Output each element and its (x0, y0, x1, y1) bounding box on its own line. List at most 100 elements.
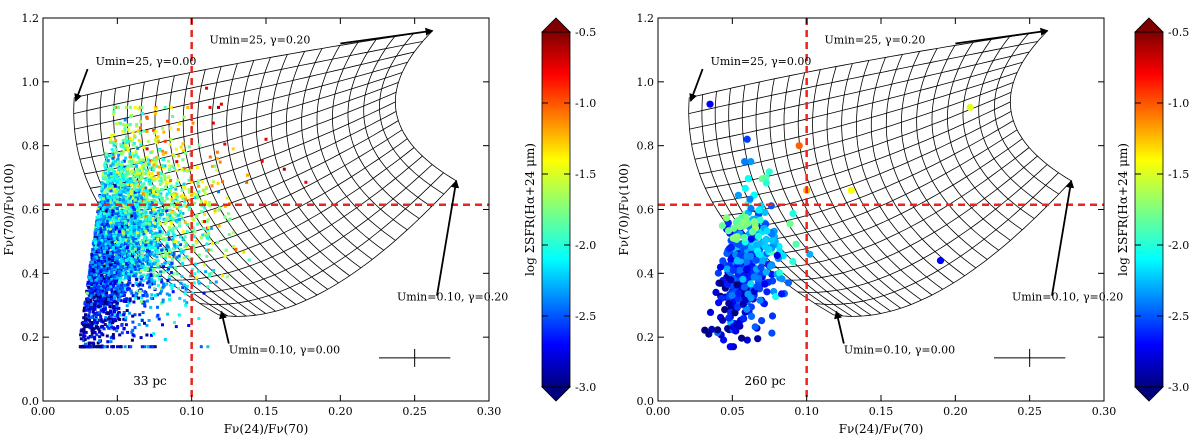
data-point (102, 250, 106, 253)
grid-line (316, 45, 396, 241)
data-point (734, 216, 742, 225)
data-point (105, 227, 109, 231)
data-point (116, 160, 120, 164)
data-point (180, 188, 184, 192)
data-point (135, 257, 139, 260)
data-point (115, 219, 118, 223)
data-point (158, 234, 162, 237)
data-point (97, 259, 100, 263)
data-point (149, 296, 153, 300)
data-point (117, 224, 121, 228)
y-tick-label: 0.0 (637, 395, 655, 408)
data-point (193, 235, 196, 239)
data-point (183, 240, 187, 244)
data-point (135, 175, 139, 179)
data-point (111, 259, 115, 262)
data-point (148, 283, 152, 287)
data-point (789, 257, 797, 266)
data-point (105, 291, 109, 295)
data-point (123, 318, 127, 322)
data-point (143, 258, 147, 262)
data-point (108, 187, 112, 191)
data-point (157, 317, 161, 321)
data-point (125, 297, 129, 301)
data-point (123, 297, 127, 301)
data-point (144, 243, 148, 247)
data-point (182, 203, 186, 207)
colorbar-extend-bottom (1134, 386, 1164, 402)
data-point (131, 243, 135, 247)
data-point (103, 345, 107, 349)
data-point (90, 266, 94, 270)
data-point (103, 190, 107, 194)
data-point (143, 321, 146, 325)
data-point (84, 330, 88, 334)
data-point (167, 253, 171, 257)
data-point (128, 311, 132, 315)
data-point (847, 186, 855, 194)
data-point (155, 177, 159, 181)
data-point (137, 264, 140, 268)
data-point (152, 157, 156, 161)
data-point (121, 151, 125, 155)
colorbar-tick-label: -2.0 (575, 239, 596, 252)
data-point (159, 213, 162, 216)
data-point (95, 312, 99, 316)
data-point (150, 333, 153, 337)
data-point (159, 179, 163, 183)
data-point (87, 342, 91, 346)
data-point (139, 288, 143, 292)
data-point (153, 261, 157, 265)
data-point (142, 200, 146, 204)
data-point (137, 184, 141, 188)
data-point (117, 298, 121, 302)
data-point (149, 305, 153, 309)
data-point (144, 217, 148, 221)
data-point (88, 318, 92, 322)
data-point (149, 274, 153, 277)
data-point (154, 107, 157, 111)
data-point (126, 297, 130, 301)
data-point (124, 316, 128, 320)
x-tick-label: 0.10 (794, 405, 819, 418)
data-point (97, 279, 101, 283)
data-point (140, 345, 144, 349)
data-point (111, 209, 115, 213)
data-point (107, 189, 111, 193)
data-point (213, 164, 217, 168)
data-point (134, 237, 138, 241)
data-point (199, 236, 203, 240)
data-point (142, 197, 146, 201)
data-point (750, 273, 758, 281)
data-point (146, 248, 149, 252)
data-point (142, 167, 146, 171)
data-point (145, 294, 149, 298)
data-point (132, 225, 136, 229)
error-bar-marker (378, 348, 451, 367)
data-point (112, 198, 116, 202)
grid-line (994, 33, 1060, 195)
data-point (156, 237, 160, 241)
data-point (169, 138, 173, 141)
data-point (173, 185, 177, 189)
data-point (211, 164, 215, 168)
data-point (148, 178, 152, 182)
data-point (130, 338, 134, 342)
data-point (166, 119, 170, 123)
data-point (114, 209, 118, 212)
x-tick-label: 0.15 (254, 405, 279, 418)
data-point (183, 186, 187, 190)
data-point (127, 281, 131, 285)
data-point (154, 293, 157, 297)
data-point (129, 194, 132, 198)
data-point (113, 237, 117, 241)
data-point (166, 232, 170, 236)
data-point (181, 197, 185, 200)
data-point (141, 264, 145, 268)
data-point (126, 167, 130, 171)
data-point (148, 285, 152, 289)
data-point (114, 142, 118, 146)
data-point (90, 322, 93, 326)
data-point (149, 265, 153, 269)
data-point (204, 234, 208, 238)
